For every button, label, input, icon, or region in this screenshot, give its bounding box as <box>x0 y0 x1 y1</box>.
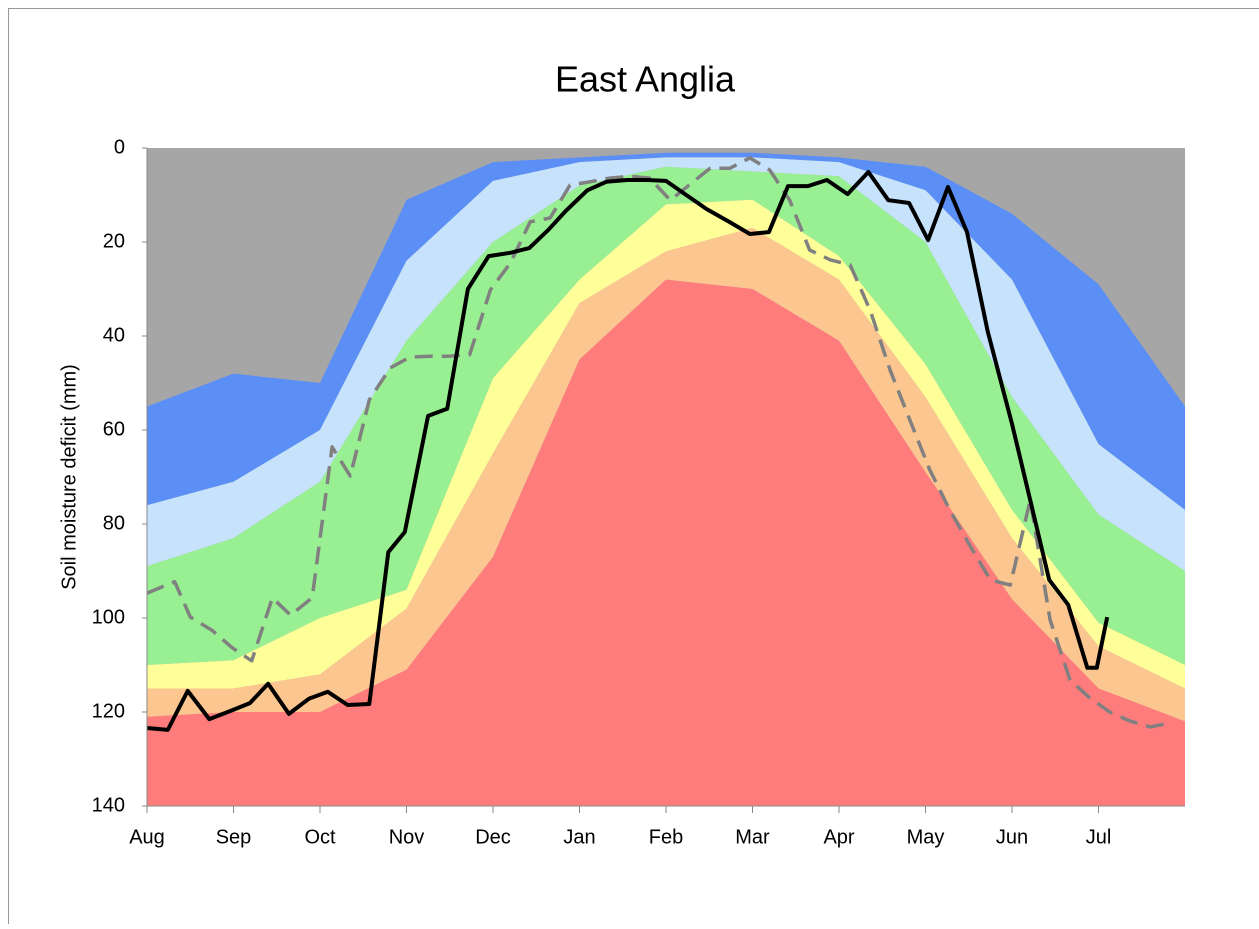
y-tick-label: 120 <box>92 700 125 722</box>
y-tick-label: 100 <box>92 606 125 628</box>
x-tick-label: Jul <box>1086 826 1112 848</box>
y-tick-label: 20 <box>103 230 125 252</box>
y-tick-label: 80 <box>103 512 125 534</box>
y-tick-label: 40 <box>103 324 125 346</box>
x-tick-label: Jun <box>996 826 1028 848</box>
x-tick-label: Nov <box>389 826 425 848</box>
y-axis-label: Soil moisture deficit (mm) <box>58 364 80 590</box>
chart-title: East Anglia <box>555 59 736 100</box>
x-tick-label: Mar <box>735 826 770 848</box>
x-tick-label: Feb <box>649 826 683 848</box>
x-tick-label: Dec <box>475 826 511 848</box>
x-tick-label: Sep <box>216 826 252 848</box>
x-tick-label: May <box>907 826 945 848</box>
y-tick-label: 140 <box>92 794 125 816</box>
y-tick-label: 60 <box>103 418 125 440</box>
x-tick-label: Apr <box>823 826 854 848</box>
x-tick-label: Oct <box>304 826 336 848</box>
x-tick-label: Jan <box>563 826 595 848</box>
x-tick-label: Aug <box>129 826 165 848</box>
y-tick-label: 0 <box>114 136 125 158</box>
